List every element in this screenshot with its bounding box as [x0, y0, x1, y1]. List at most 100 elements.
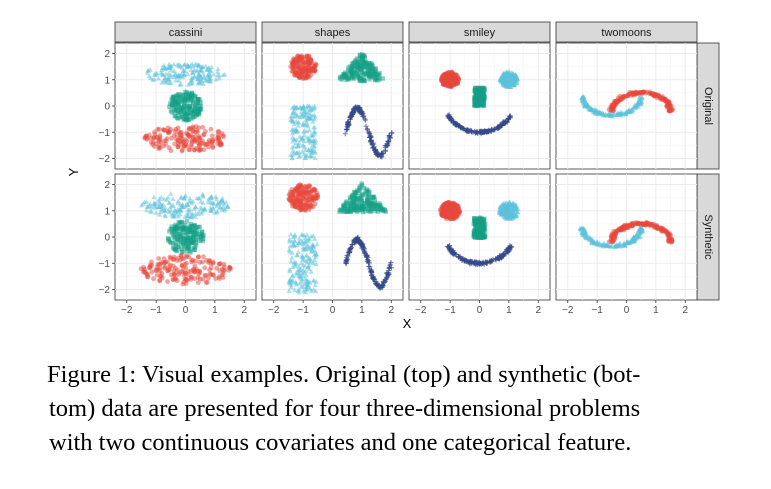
- point: [357, 67, 363, 72]
- point: [176, 63, 182, 69]
- point: [362, 200, 367, 206]
- point: [167, 254, 173, 260]
- point: [143, 269, 149, 275]
- point: [447, 77, 453, 83]
- point: [303, 246, 309, 252]
- point: [465, 128, 471, 134]
- point: [176, 244, 181, 250]
- point: [363, 209, 369, 214]
- point: [178, 194, 184, 200]
- point: [307, 286, 314, 291]
- point: [201, 254, 206, 260]
- point: [157, 136, 163, 142]
- point: [200, 124, 206, 130]
- point: [371, 206, 376, 211]
- point: [196, 209, 202, 214]
- point: [213, 194, 219, 199]
- point: [359, 52, 365, 57]
- point: [306, 147, 312, 152]
- point: [371, 195, 377, 200]
- point: [498, 75, 505, 80]
- point: [173, 77, 179, 83]
- point: [186, 125, 192, 131]
- point: [166, 129, 172, 134]
- point: [187, 241, 193, 246]
- point: [208, 126, 214, 132]
- point: [374, 202, 380, 207]
- point: [176, 271, 182, 277]
- point: [369, 272, 375, 278]
- point: [439, 213, 445, 219]
- point: [651, 91, 657, 97]
- x-tick-label: −2: [121, 305, 133, 316]
- point: [210, 259, 216, 265]
- point: [151, 276, 156, 282]
- point: [171, 105, 177, 111]
- point: [303, 75, 309, 81]
- point: [302, 147, 309, 152]
- point: [172, 109, 178, 114]
- point: [157, 145, 163, 151]
- point: [192, 109, 198, 115]
- point: [175, 237, 181, 243]
- point: [210, 200, 216, 206]
- point: [647, 91, 653, 96]
- point: [178, 106, 184, 111]
- point: [287, 243, 293, 249]
- point: [441, 72, 447, 78]
- point: [298, 137, 304, 143]
- point: [301, 121, 307, 127]
- point: [299, 276, 305, 282]
- point: [292, 203, 298, 209]
- point: [483, 221, 488, 226]
- point: [167, 239, 173, 245]
- point: [174, 278, 180, 284]
- point: [380, 76, 385, 81]
- point: [195, 140, 201, 146]
- point: [209, 195, 215, 200]
- point: [291, 149, 297, 155]
- point: [366, 263, 372, 269]
- point: [499, 211, 505, 217]
- point: [648, 221, 654, 227]
- point: [190, 107, 195, 113]
- point: [197, 73, 203, 79]
- point: [289, 250, 295, 255]
- point: [183, 93, 188, 99]
- point: [365, 195, 370, 201]
- point: [185, 213, 191, 219]
- point: [197, 135, 203, 141]
- point: [144, 204, 150, 209]
- point: [151, 200, 157, 206]
- point: [353, 193, 358, 198]
- point: [663, 228, 669, 234]
- caption-line-3: with two continuous covariates and one c…: [49, 429, 632, 456]
- point: [191, 246, 196, 251]
- point: [443, 201, 449, 207]
- point: [171, 72, 178, 77]
- point: [306, 62, 312, 68]
- point: [191, 92, 196, 98]
- point: [388, 265, 394, 271]
- point: [582, 101, 589, 107]
- point: [351, 66, 357, 72]
- point: [362, 116, 368, 122]
- point: [299, 148, 305, 154]
- point: [196, 254, 201, 260]
- point: [360, 241, 366, 247]
- point: [293, 281, 300, 287]
- point: [370, 64, 375, 69]
- point: [627, 222, 633, 228]
- point: [587, 235, 593, 240]
- point: [482, 228, 488, 234]
- points-twomoons-original: [579, 89, 676, 119]
- point: [182, 116, 187, 122]
- point: [379, 154, 385, 160]
- point: [290, 126, 296, 132]
- point: [366, 208, 371, 213]
- point: [167, 229, 172, 234]
- point: [160, 72, 166, 77]
- point: [297, 75, 303, 80]
- point: [506, 245, 512, 251]
- point: [180, 140, 186, 146]
